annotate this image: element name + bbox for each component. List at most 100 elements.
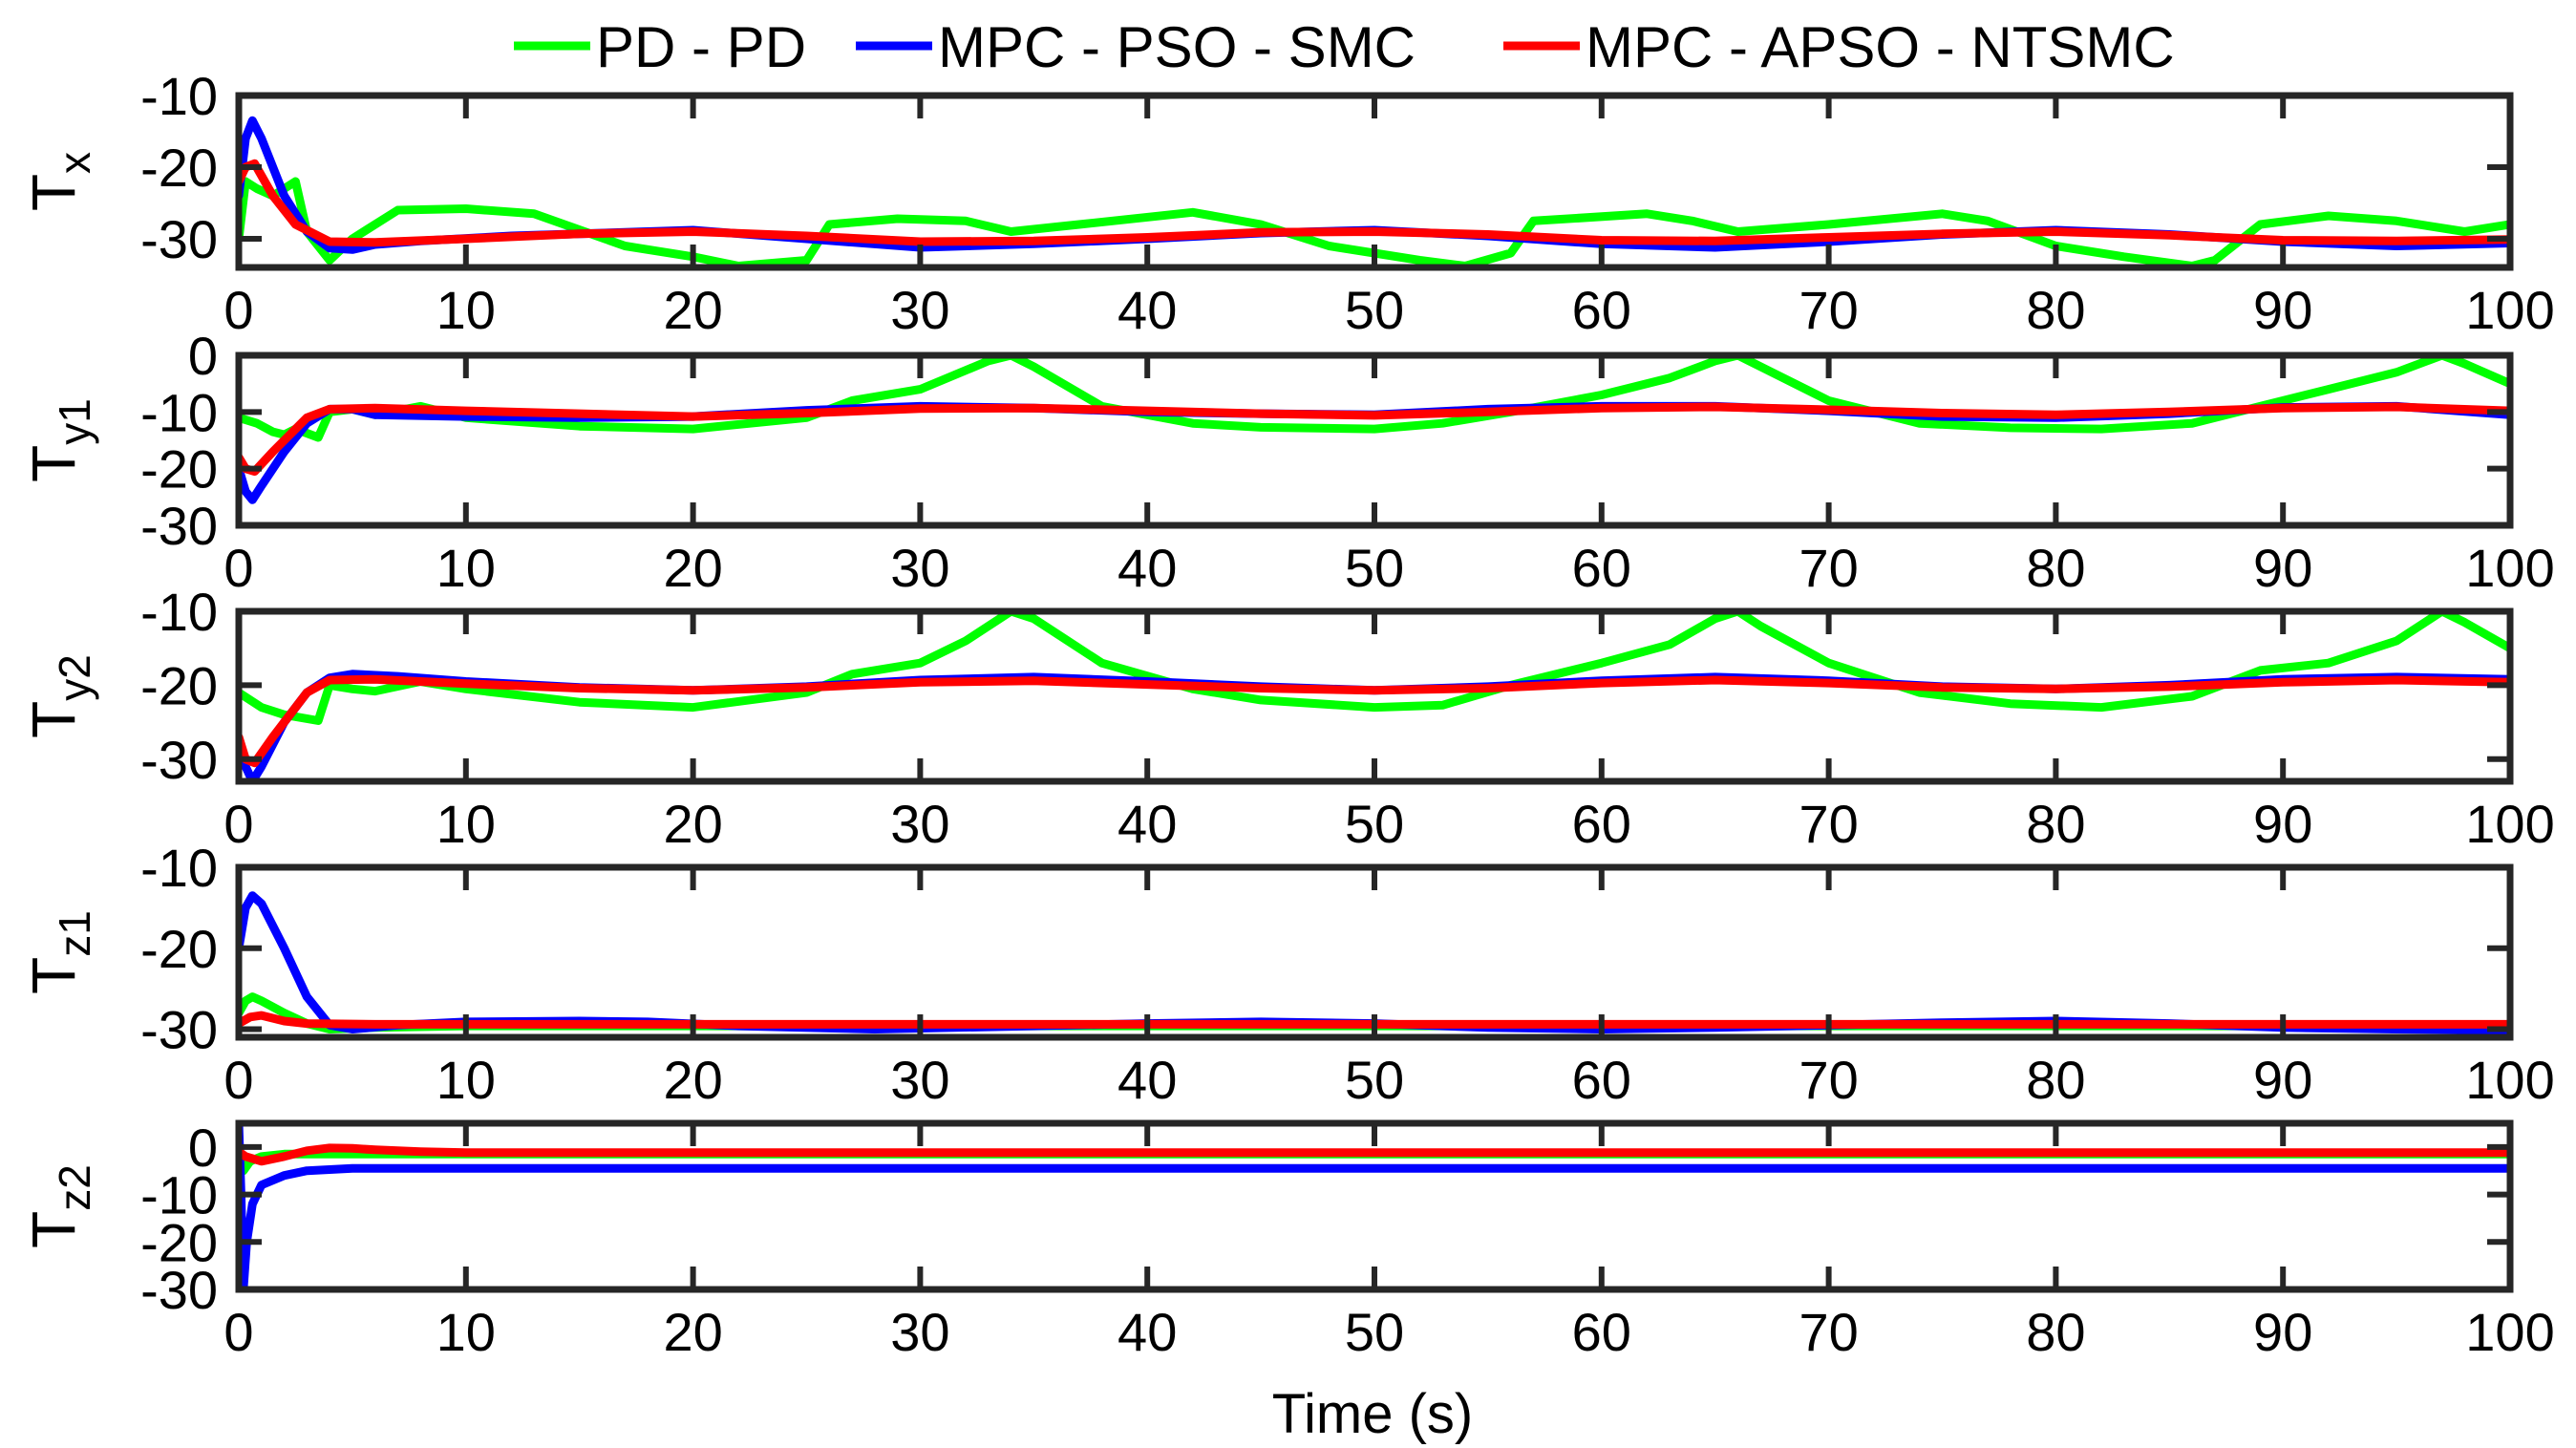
y-axis-label: Ty1 (19, 398, 99, 482)
series-line-mpc-apso-ntsmc (239, 1143, 2510, 1166)
x-tick-label: 20 (663, 280, 722, 340)
x-tick-label: 70 (1799, 1302, 1858, 1362)
y-tick-label: -20 (140, 919, 218, 979)
y-tick-label: 0 (188, 326, 218, 386)
x-tick-label: 100 (2465, 1302, 2554, 1362)
y-axis-label-subscript: y2 (50, 654, 99, 701)
x-tick-label: 20 (663, 1050, 722, 1110)
x-tick-label: 40 (1118, 794, 1177, 854)
x-tick-label: 10 (436, 280, 496, 340)
y-axis-label-main: T (19, 174, 88, 211)
x-tick-label: 100 (2465, 538, 2554, 598)
y-tick-label: -20 (140, 1212, 218, 1272)
x-tick-label: 80 (2026, 1050, 2085, 1110)
x-tick-label: 90 (2253, 538, 2312, 598)
x-tick-label: 100 (2465, 794, 2554, 854)
x-tick-label: 50 (1345, 1050, 1404, 1110)
y-axis-label: Ty2 (19, 654, 99, 738)
x-tick-label: 30 (890, 1302, 949, 1362)
x-tick-label: 30 (890, 538, 949, 598)
x-tick-label: 80 (2026, 1302, 2085, 1362)
x-tick-label: 10 (436, 1302, 496, 1362)
y-axis-label: Tx (19, 152, 99, 211)
legend-label-mpc-pso-smc: MPC - PSO - SMC (938, 15, 1416, 79)
series-line-mpc-apso-ntsmc (239, 1011, 2510, 1029)
x-tick-label: 90 (2253, 1302, 2312, 1362)
y-tick-label: 0 (188, 1118, 218, 1178)
y-axis-label-subscript: x (50, 152, 99, 174)
x-tick-label: 60 (1572, 280, 1631, 340)
x-tick-label: 30 (890, 794, 949, 854)
y-axis-label-subscript: z1 (50, 910, 99, 957)
panel-4: 0 10 20 30 40 50 60 70 80 90 100 -10 -20 -30 Tz1 (19, 838, 2555, 1110)
y-tick-label: -20 (140, 439, 218, 500)
series-line-mpc-apso-ntsmc (239, 674, 2510, 768)
x-tick-label: 40 (1118, 280, 1177, 340)
x-tick-label: 0 (224, 1050, 253, 1110)
y-tick-label: -30 (140, 1260, 218, 1320)
x-tick-label: 90 (2253, 1050, 2312, 1110)
y-tick-label: -20 (140, 655, 218, 715)
x-tick-label: 70 (1799, 794, 1858, 854)
series-line-pd-pd (239, 611, 2510, 725)
y-tick-label: -10 (140, 382, 218, 442)
x-tick-label: 50 (1345, 794, 1404, 854)
x-tick-label: 40 (1118, 1302, 1177, 1362)
x-tick-label: 20 (663, 1302, 722, 1362)
y-tick-label: -30 (140, 209, 218, 269)
y-tick-label: -10 (140, 1165, 218, 1225)
x-tick-label: 30 (890, 280, 949, 340)
x-tick-label: 0 (224, 280, 253, 340)
y-tick-label: -30 (140, 1000, 218, 1060)
x-tick-label: 100 (2465, 1050, 2554, 1110)
x-tick-label: 60 (1572, 794, 1631, 854)
x-tick-label: 0 (224, 1302, 253, 1362)
y-tick-label: -10 (140, 838, 218, 898)
x-tick-label: 20 (663, 794, 722, 854)
y-axis-label-subscript: z2 (50, 1164, 99, 1211)
y-tick-label: -10 (140, 66, 218, 126)
x-tick-label: 100 (2465, 280, 2554, 340)
panel-4-series-group (239, 891, 2510, 1034)
x-tick-label: 40 (1118, 538, 1177, 598)
y-axis-label-main: T (19, 1211, 88, 1248)
x-tick-label: 70 (1799, 538, 1858, 598)
y-tick-label: -20 (140, 138, 218, 198)
x-tick-label: 10 (436, 794, 496, 854)
legend-label-pd-pd: PD - PD (596, 15, 806, 79)
panel-1: 0 10 20 30 40 50 60 70 80 90 100 -10 -20 -30 Tx (19, 66, 2555, 340)
panel-3: 0 10 20 30 40 50 60 70 80 90 100 -10 -20 -30 Ty2 (19, 582, 2555, 854)
y-axis-label-main: T (19, 445, 88, 482)
panel-3-series-group (239, 611, 2510, 781)
x-tick-label: 90 (2253, 794, 2312, 854)
y-axis-label-subscript: y1 (50, 398, 99, 445)
x-tick-label: 60 (1572, 1050, 1631, 1110)
y-tick-label: -10 (140, 582, 218, 642)
x-tick-label: 0 (224, 794, 253, 854)
x-tick-label: 50 (1345, 280, 1404, 340)
panel-1-series-group (239, 116, 2510, 267)
x-tick-label: 80 (2026, 280, 2085, 340)
legend-label-mpc-apso-ntsmc: MPC - APSO - NTSMC (1586, 15, 2175, 79)
x-tick-label: 70 (1799, 1050, 1858, 1110)
panel-2-series-group (239, 355, 2510, 504)
x-tick-label: 10 (436, 1050, 496, 1110)
y-axis-label: Tz2 (19, 1164, 99, 1248)
x-tick-label: 60 (1572, 538, 1631, 598)
x-tick-label: 50 (1345, 1302, 1404, 1362)
series-line-mpc-apso-ntsmc (239, 402, 2510, 477)
legend: PD - PD MPC - PSO - SMC MPC - APSO - NTS… (514, 15, 2175, 79)
x-tick-label: 40 (1118, 1050, 1177, 1110)
x-tick-label: 80 (2026, 538, 2085, 598)
x-tick-label: 10 (436, 538, 496, 598)
y-axis-label-main: T (19, 957, 88, 994)
y-axis-label: Tz1 (19, 910, 99, 994)
x-tick-label: 70 (1799, 280, 1858, 340)
x-tick-label: 30 (890, 1050, 949, 1110)
x-tick-label: 60 (1572, 1302, 1631, 1362)
x-tick-label: 80 (2026, 794, 2085, 854)
